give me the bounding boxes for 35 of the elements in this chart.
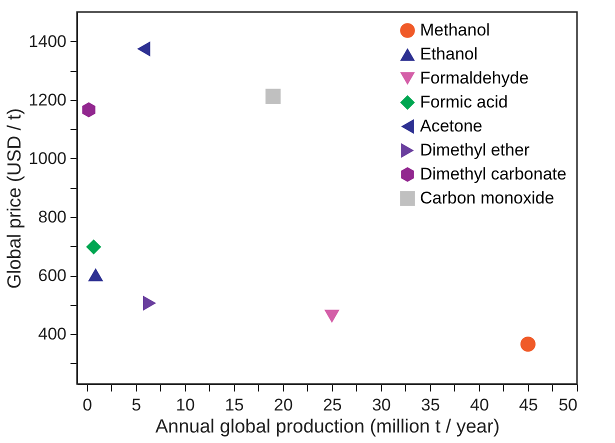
x-tick-label: 30 xyxy=(372,396,391,414)
y-tick-label: 600 xyxy=(38,266,66,286)
legend-label: Ethanol xyxy=(420,44,478,64)
point xyxy=(88,268,104,282)
point xyxy=(137,41,150,56)
legend-label: Methanol xyxy=(420,20,490,40)
x-tick-label: 25 xyxy=(322,396,342,414)
y-tick-label: 800 xyxy=(38,208,66,227)
point xyxy=(142,296,156,311)
x-tick-label: 0 xyxy=(82,396,92,414)
x-tick-label: 35 xyxy=(420,396,440,414)
x-axis-title: Annual global production (million t / year) xyxy=(155,416,500,438)
x-tick-label: 10 xyxy=(176,396,195,414)
y-tick-label: 1200 xyxy=(28,90,66,110)
point xyxy=(324,310,340,323)
y-tick-label: 400 xyxy=(38,324,66,344)
legend-label: Formic acid xyxy=(420,92,508,112)
point xyxy=(520,336,536,352)
legend-label: Carbon monoxide xyxy=(420,188,554,208)
legend-label: Formaldehyde xyxy=(420,68,529,88)
point xyxy=(82,102,96,118)
x-tick-label: 20 xyxy=(274,396,293,414)
x-tick-label: 40 xyxy=(470,396,489,414)
x-tick-label: 5 xyxy=(132,396,142,414)
x-tick-label: 45 xyxy=(519,396,538,414)
legend-label: Dimethyl carbonate xyxy=(420,164,566,184)
x-tick-label: 50 xyxy=(558,396,578,414)
legend-label: Dimethyl ether xyxy=(420,140,530,160)
legend-label: Acetone xyxy=(420,116,482,136)
y-axis-title: Global price (USD / t) xyxy=(4,108,26,289)
point xyxy=(86,239,102,254)
y-tick-label: 1000 xyxy=(28,148,66,168)
point xyxy=(265,88,281,104)
y-tick-label: 1400 xyxy=(28,32,66,51)
x-tick-label: 15 xyxy=(224,396,244,414)
